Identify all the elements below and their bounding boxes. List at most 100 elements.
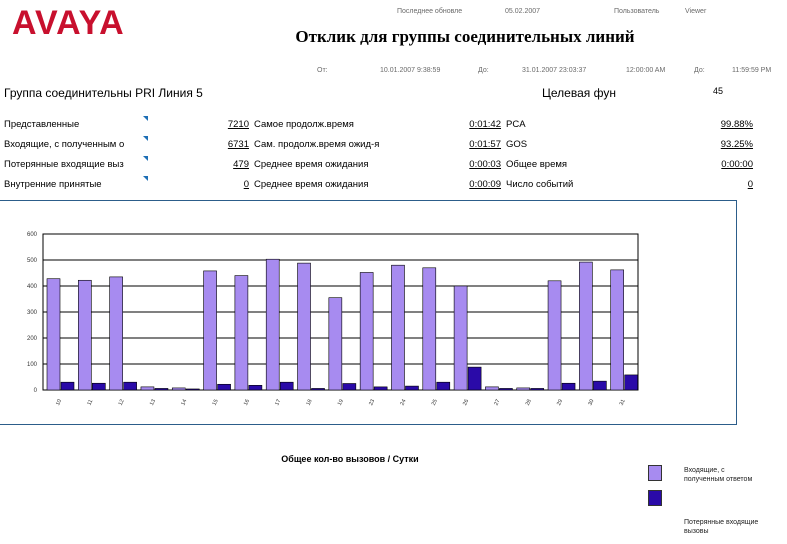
bar-answered <box>171 387 186 391</box>
bar-lost <box>185 388 200 391</box>
x-tick-label: 26 <box>462 399 470 407</box>
x-tick-label: 12 <box>118 399 126 407</box>
stat-value-offered[interactable]: 7210 <box>227 119 249 130</box>
to-value: 31.01.2007 23:03:37 <box>522 67 587 74</box>
stat-label-offered: Представленные <box>4 119 80 130</box>
bar-answered <box>140 386 155 391</box>
stat-value-total-time[interactable]: 0:00:00 <box>721 159 753 170</box>
legend-swatch-answered <box>648 465 662 481</box>
stat-value-pca[interactable]: 99.88% <box>720 119 753 130</box>
bar-lost <box>311 388 325 391</box>
stat-label-total-time: Общее время <box>506 159 568 170</box>
bar-answered <box>610 269 624 391</box>
time-from-value: 12:00:00 AM <box>626 67 666 74</box>
target-value: 45 <box>713 86 724 96</box>
drilldown-marker[interactable] <box>143 176 148 181</box>
drilldown-marker[interactable] <box>143 136 148 141</box>
bar-answered <box>297 262 311 391</box>
time-to-value: 11:59:59 PM <box>732 67 772 74</box>
last-update-value: 05.02.2007 <box>505 8 541 15</box>
x-tick-label: 19 <box>337 399 345 407</box>
stat-label-gos: GOS <box>506 139 528 150</box>
calls-per-day-chart: 0 100 200 300 400 500 600 10 11 12 13 14 15 16 17 18 19 2… <box>27 232 639 407</box>
y-tick-label: 0 <box>34 388 38 394</box>
x-tick-label: 29 <box>556 399 564 407</box>
stat-label-longest-wait: Сам. продолж.время ожид-я <box>254 139 380 150</box>
bar-lost <box>530 388 545 391</box>
y-tick-label: 600 <box>27 232 38 238</box>
stat-label-events: Число событий <box>506 179 574 190</box>
stat-value-events[interactable]: 0 <box>747 179 753 190</box>
x-tick-label: 11 <box>86 399 94 407</box>
x-tick-label: 10 <box>55 399 63 407</box>
from-label: От: <box>317 67 328 74</box>
bar-answered <box>516 387 531 391</box>
y-tick-label: 300 <box>27 310 38 316</box>
x-tick-label: 31 <box>619 399 627 407</box>
drilldown-marker[interactable] <box>143 156 148 161</box>
bar-answered <box>203 270 217 391</box>
x-tick-label: 30 <box>587 399 595 407</box>
chart-caption: Общее кол-во вызовов / Сутки <box>281 454 419 464</box>
user-label: Пользователь <box>614 8 660 15</box>
bar-lost <box>499 388 513 391</box>
stat-label-longest: Самое продолж.время <box>254 119 354 130</box>
stat-value-gos[interactable]: 93.25% <box>720 139 753 150</box>
x-tick-label: 28 <box>525 399 533 407</box>
stat-value-answered[interactable]: 6731 <box>227 139 249 150</box>
legend-label-lost: Потерянные входящие вызовы <box>684 519 759 535</box>
from-value: 10.01.2007 9:38:59 <box>380 67 441 74</box>
bar-lost <box>217 383 231 391</box>
bar-answered <box>328 297 343 391</box>
x-tick-label: 14 <box>180 399 188 407</box>
chart-frame <box>0 200 737 425</box>
stat-value-longest[interactable]: 0:01:42 <box>469 119 501 130</box>
bar-answered <box>422 267 437 391</box>
stat-value-avg-wait[interactable]: 0:00:03 <box>469 159 501 170</box>
trunk-group-name: Группа соединительны PRI Линия 5 <box>4 86 203 100</box>
legend-swatch-lost <box>648 490 662 506</box>
legend-label-answered: Входящие, с полученным ответом <box>684 467 753 483</box>
x-tick-label: 27 <box>494 399 502 407</box>
bar-lost <box>123 381 137 391</box>
bar-lost <box>593 380 607 391</box>
bar-lost <box>248 385 263 391</box>
bar-answered <box>485 386 499 391</box>
bar-lost <box>467 366 482 391</box>
x-tick-label: 24 <box>400 399 408 407</box>
bar-answered <box>265 258 280 391</box>
bar-lost <box>342 383 357 391</box>
bar-answered <box>547 280 562 391</box>
y-tick-label: 500 <box>27 258 38 264</box>
stat-label-avg-wait-2: Среднее время ожидания <box>254 179 369 190</box>
x-tick-label: 13 <box>149 399 157 407</box>
stat-value-lost[interactable]: 479 <box>233 159 249 170</box>
stat-value-avg-wait-2[interactable]: 0:00:09 <box>469 179 501 190</box>
stat-label-pca: PCA <box>506 119 526 130</box>
stat-value-longest-wait[interactable]: 0:01:57 <box>469 139 501 150</box>
x-tick-label: 23 <box>368 399 376 407</box>
drilldown-marker[interactable] <box>143 116 148 121</box>
bar-lost <box>624 374 638 391</box>
y-tick-label: 200 <box>27 336 38 342</box>
to-label: До: <box>478 67 489 74</box>
bar-answered <box>109 276 123 391</box>
bar-lost <box>279 381 294 391</box>
stat-label-avg-wait: Среднее время ожидания <box>254 159 369 170</box>
bar-lost <box>60 381 75 391</box>
bar-answered <box>78 279 92 391</box>
bar-answered <box>579 261 593 391</box>
bar-lost <box>561 382 576 391</box>
y-tick-label: 100 <box>27 362 38 368</box>
bar-answered <box>234 275 249 391</box>
to-label-time: До: <box>694 67 705 74</box>
page-title: Отклик для группы соединительных линий <box>295 27 635 46</box>
bar-answered <box>453 285 468 391</box>
bar-lost <box>154 388 169 391</box>
x-tick-label: 17 <box>274 399 282 407</box>
stat-value-internal[interactable]: 0 <box>243 179 249 190</box>
stat-label-lost: Потерянные входящие выз <box>4 159 124 170</box>
avaya-logo: AVAYA <box>12 4 125 42</box>
bar-lost <box>405 385 419 391</box>
x-tick-label: 16 <box>243 399 251 407</box>
